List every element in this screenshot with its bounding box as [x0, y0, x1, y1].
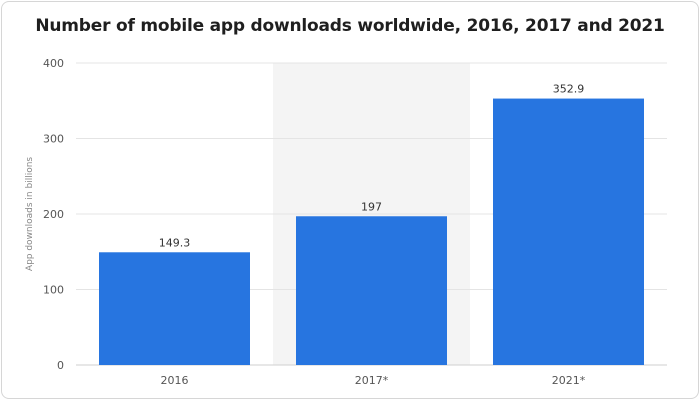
bar	[99, 252, 250, 365]
data-label: 149.3	[159, 236, 191, 249]
chart-title: Number of mobile app downloads worldwide…	[35, 16, 665, 36]
y-tick-label: 0	[57, 359, 64, 372]
bar	[296, 216, 447, 365]
data-label: 352.9	[553, 83, 585, 96]
y-tick-label: 400	[43, 57, 64, 70]
data-label: 197	[361, 200, 382, 213]
x-tick-label: 2021*	[552, 374, 586, 387]
y-axis-label: App downloads in billions	[25, 157, 35, 272]
x-tick-label: 2016	[161, 374, 189, 387]
y-tick-label: 200	[43, 208, 64, 221]
x-tick-label: 2017*	[355, 374, 389, 387]
y-tick-label: 100	[43, 284, 64, 297]
bar	[493, 98, 644, 366]
y-tick-label: 300	[43, 133, 64, 146]
